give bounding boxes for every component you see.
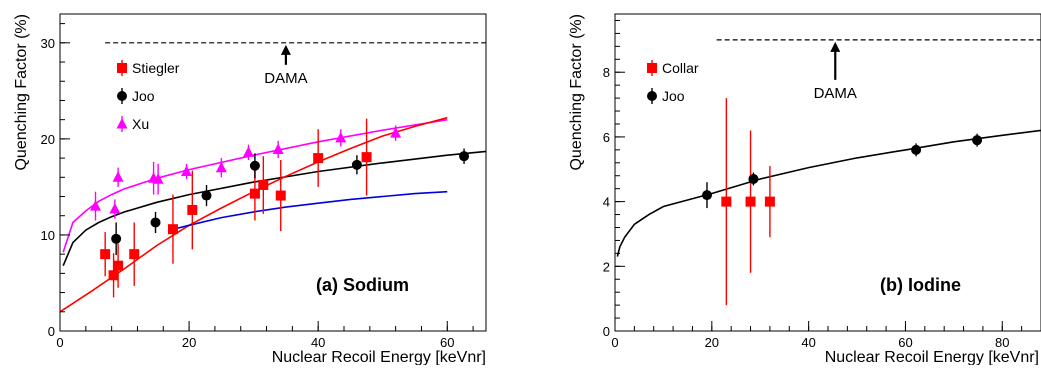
legend-marker-iodine-collar	[647, 63, 657, 73]
point-sodium-xu-10	[390, 127, 402, 138]
legend-sodium: Stiegler Joo Xu	[116, 60, 180, 132]
legend-marker-iodine-joo	[647, 91, 657, 101]
point-sodium-stiegler-1	[108, 270, 119, 281]
point-sodium-xu-0	[90, 200, 101, 211]
point-sodium-stiegler-6	[249, 188, 260, 199]
y-tick-label-iodine: 2	[603, 259, 610, 274]
point-sodium-xu-6	[215, 161, 227, 173]
axis-ticks-iodine: 0 20 40 60 80 0 2 4 6 8	[603, 19, 1041, 350]
y-tick-label-sodium: 0	[48, 324, 55, 339]
point-iodine-collar-2	[764, 196, 775, 207]
point-sodium-xu-1	[109, 203, 121, 214]
x-axis-title-sodium: Nuclear Recoil Energy [keVnr]	[272, 349, 486, 365]
legend-label-sodium-xu: Xu	[132, 116, 149, 132]
fit-curve-sodium-0	[62, 118, 448, 253]
axis-ticks-sodium: 0 20 40 60 0 10 20 30	[41, 23, 474, 350]
x-tick-label-iodine: 0	[611, 335, 618, 350]
point-iodine-collar-1	[745, 196, 756, 207]
panel-label-iodine: (b) Iodine	[880, 275, 961, 295]
x-tick-label-sodium: 20	[182, 335, 196, 350]
point-sodium-xu-4	[152, 173, 164, 184]
dama-reference-sodium: DAMA	[105, 42, 486, 87]
x-tick-label-sodium: 40	[311, 335, 325, 350]
legend-label-iodine-joo: Joo	[662, 88, 685, 104]
point-sodium-stiegler-5	[187, 204, 198, 215]
point-sodium-stiegler-3	[129, 249, 140, 260]
fit-curve-sodium-3	[169, 190, 448, 231]
x-tick-label-iodine: 80	[995, 335, 1009, 350]
x-tick-label-sodium: 0	[56, 335, 63, 350]
plot-frame-sodium	[59, 13, 487, 332]
point-sodium-joo-2	[201, 190, 212, 201]
point-iodine-joo-0	[701, 190, 712, 201]
dama-arrow-head-sodium	[280, 44, 291, 55]
point-sodium-stiegler-10	[361, 152, 372, 163]
y-tick-label-iodine: 8	[603, 65, 610, 80]
point-sodium-stiegler-7	[258, 179, 269, 190]
fit-curve-iodine-0	[616, 129, 1041, 257]
fit-curves-sodium	[60, 116, 486, 313]
dama-reference-iodine: DAMA	[716, 39, 1041, 102]
x-tick-label-iodine: 60	[898, 335, 912, 350]
dama-label-sodium: DAMA	[264, 70, 307, 87]
point-sodium-xu-5	[181, 165, 193, 177]
fit-curves-iodine	[616, 129, 1041, 257]
point-iodine-joo-3	[972, 135, 983, 146]
point-sodium-joo-1	[150, 217, 161, 228]
y-tick-label-iodine: 6	[603, 130, 610, 145]
legend-label-sodium-joo: Joo	[132, 88, 155, 104]
y-tick-label-sodium: 10	[41, 228, 55, 243]
point-sodium-stiegler-0	[100, 249, 111, 260]
x-tick-label-iodine: 40	[801, 335, 815, 350]
point-sodium-stiegler-4	[167, 224, 178, 235]
point-sodium-joo-0	[111, 233, 122, 244]
x-tick-label-sodium: 60	[440, 335, 454, 350]
legend-marker-sodium-joo	[117, 91, 127, 101]
legend-marker-sodium-xu	[116, 118, 128, 129]
legend-label-sodium-stiegler: Stiegler	[132, 60, 180, 76]
y-tick-label-sodium: 30	[41, 36, 55, 51]
y-tick-label-iodine: 4	[603, 195, 610, 210]
point-sodium-stiegler-2	[113, 260, 124, 271]
data-points-iodine	[701, 98, 983, 306]
legend-label-iodine-collar: Collar	[662, 60, 699, 76]
fit-curve-sodium-1	[62, 150, 486, 267]
dama-label-iodine: DAMA	[814, 85, 857, 102]
point-sodium-xu-2	[112, 171, 124, 182]
point-sodium-stiegler-8	[275, 190, 286, 201]
point-sodium-stiegler-9	[313, 153, 324, 164]
legend-iodine: Collar Joo	[647, 60, 699, 104]
point-iodine-joo-2	[911, 144, 922, 155]
point-iodine-joo-1	[748, 173, 759, 184]
point-sodium-xu-8	[272, 143, 284, 154]
data-points-sodium	[90, 118, 470, 298]
x-tick-label-iodine: 20	[705, 335, 719, 350]
x-axis-title-iodine: Nuclear Recoil Energy [keVnr]	[825, 349, 1039, 365]
point-sodium-xu-9	[335, 131, 347, 143]
point-iodine-collar-0	[721, 196, 732, 207]
panel-label-sodium: (a) Sodium	[316, 275, 409, 295]
y-axis-title-iodine: Quenching Factor (%)	[568, 14, 585, 171]
y-tick-label-iodine: 0	[603, 324, 610, 339]
panel-sodium: DAMA 0 20 40 60 0 10 20 30 Stiegler Joo Xu Quench…	[13, 13, 487, 366]
dama-arrow-head-iodine	[830, 41, 841, 52]
panel-iodine: DAMA 0 20 40 60 80 0 2 4 6 8 Collar Joo Quenching …	[568, 13, 1041, 366]
point-sodium-joo-5	[459, 151, 470, 162]
legend-marker-sodium-stiegler	[117, 63, 127, 73]
point-sodium-xu-7	[242, 146, 254, 157]
y-tick-label-sodium: 20	[41, 132, 55, 147]
point-sodium-joo-4	[351, 159, 362, 170]
point-sodium-joo-3	[249, 160, 260, 171]
y-axis-title-sodium: Quenching Factor (%)	[13, 14, 30, 171]
